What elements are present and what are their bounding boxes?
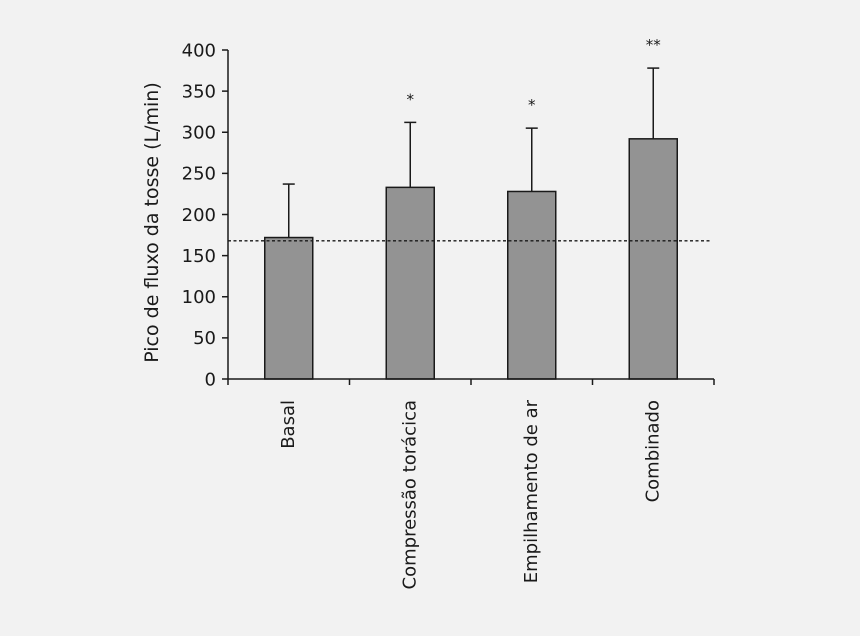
- y-tick-label-300: 300: [182, 123, 216, 144]
- category-label-3: Empilhamento de ar: [521, 399, 542, 583]
- significance-marker-3: *: [528, 96, 536, 114]
- category-label-4: Combinado: [643, 400, 664, 502]
- axes-layer: [222, 49, 715, 385]
- y-tick-label-150: 150: [182, 246, 216, 267]
- category-label-2: Compressão torácica: [400, 400, 421, 589]
- labels-layer: Basal * Compressão torácica * Empilhamento d…: [141, 36, 664, 589]
- significance-marker-2: *: [407, 90, 415, 108]
- y-tick-label-50: 50: [193, 328, 216, 349]
- y-tick-label-100: 100: [182, 287, 216, 308]
- significance-marker-4: **: [646, 36, 662, 54]
- y-tick-label-0: 0: [205, 369, 216, 390]
- y-axis-title: Pico de fluxo da tosse (L/min): [141, 82, 163, 363]
- bar-3: [507, 190, 557, 380]
- category-label-1: Basal: [278, 400, 299, 449]
- bar-2: [385, 186, 435, 380]
- bars-layer: [264, 138, 678, 380]
- error-bars-layer: [282, 67, 660, 238]
- y-tick-label-350: 350: [182, 81, 216, 102]
- bar-1: [264, 236, 314, 380]
- y-tick-label-250: 250: [182, 164, 216, 185]
- bar-4: [628, 138, 678, 380]
- y-tick-label-400: 400: [182, 40, 216, 61]
- y-tick-label-200: 200: [182, 205, 216, 226]
